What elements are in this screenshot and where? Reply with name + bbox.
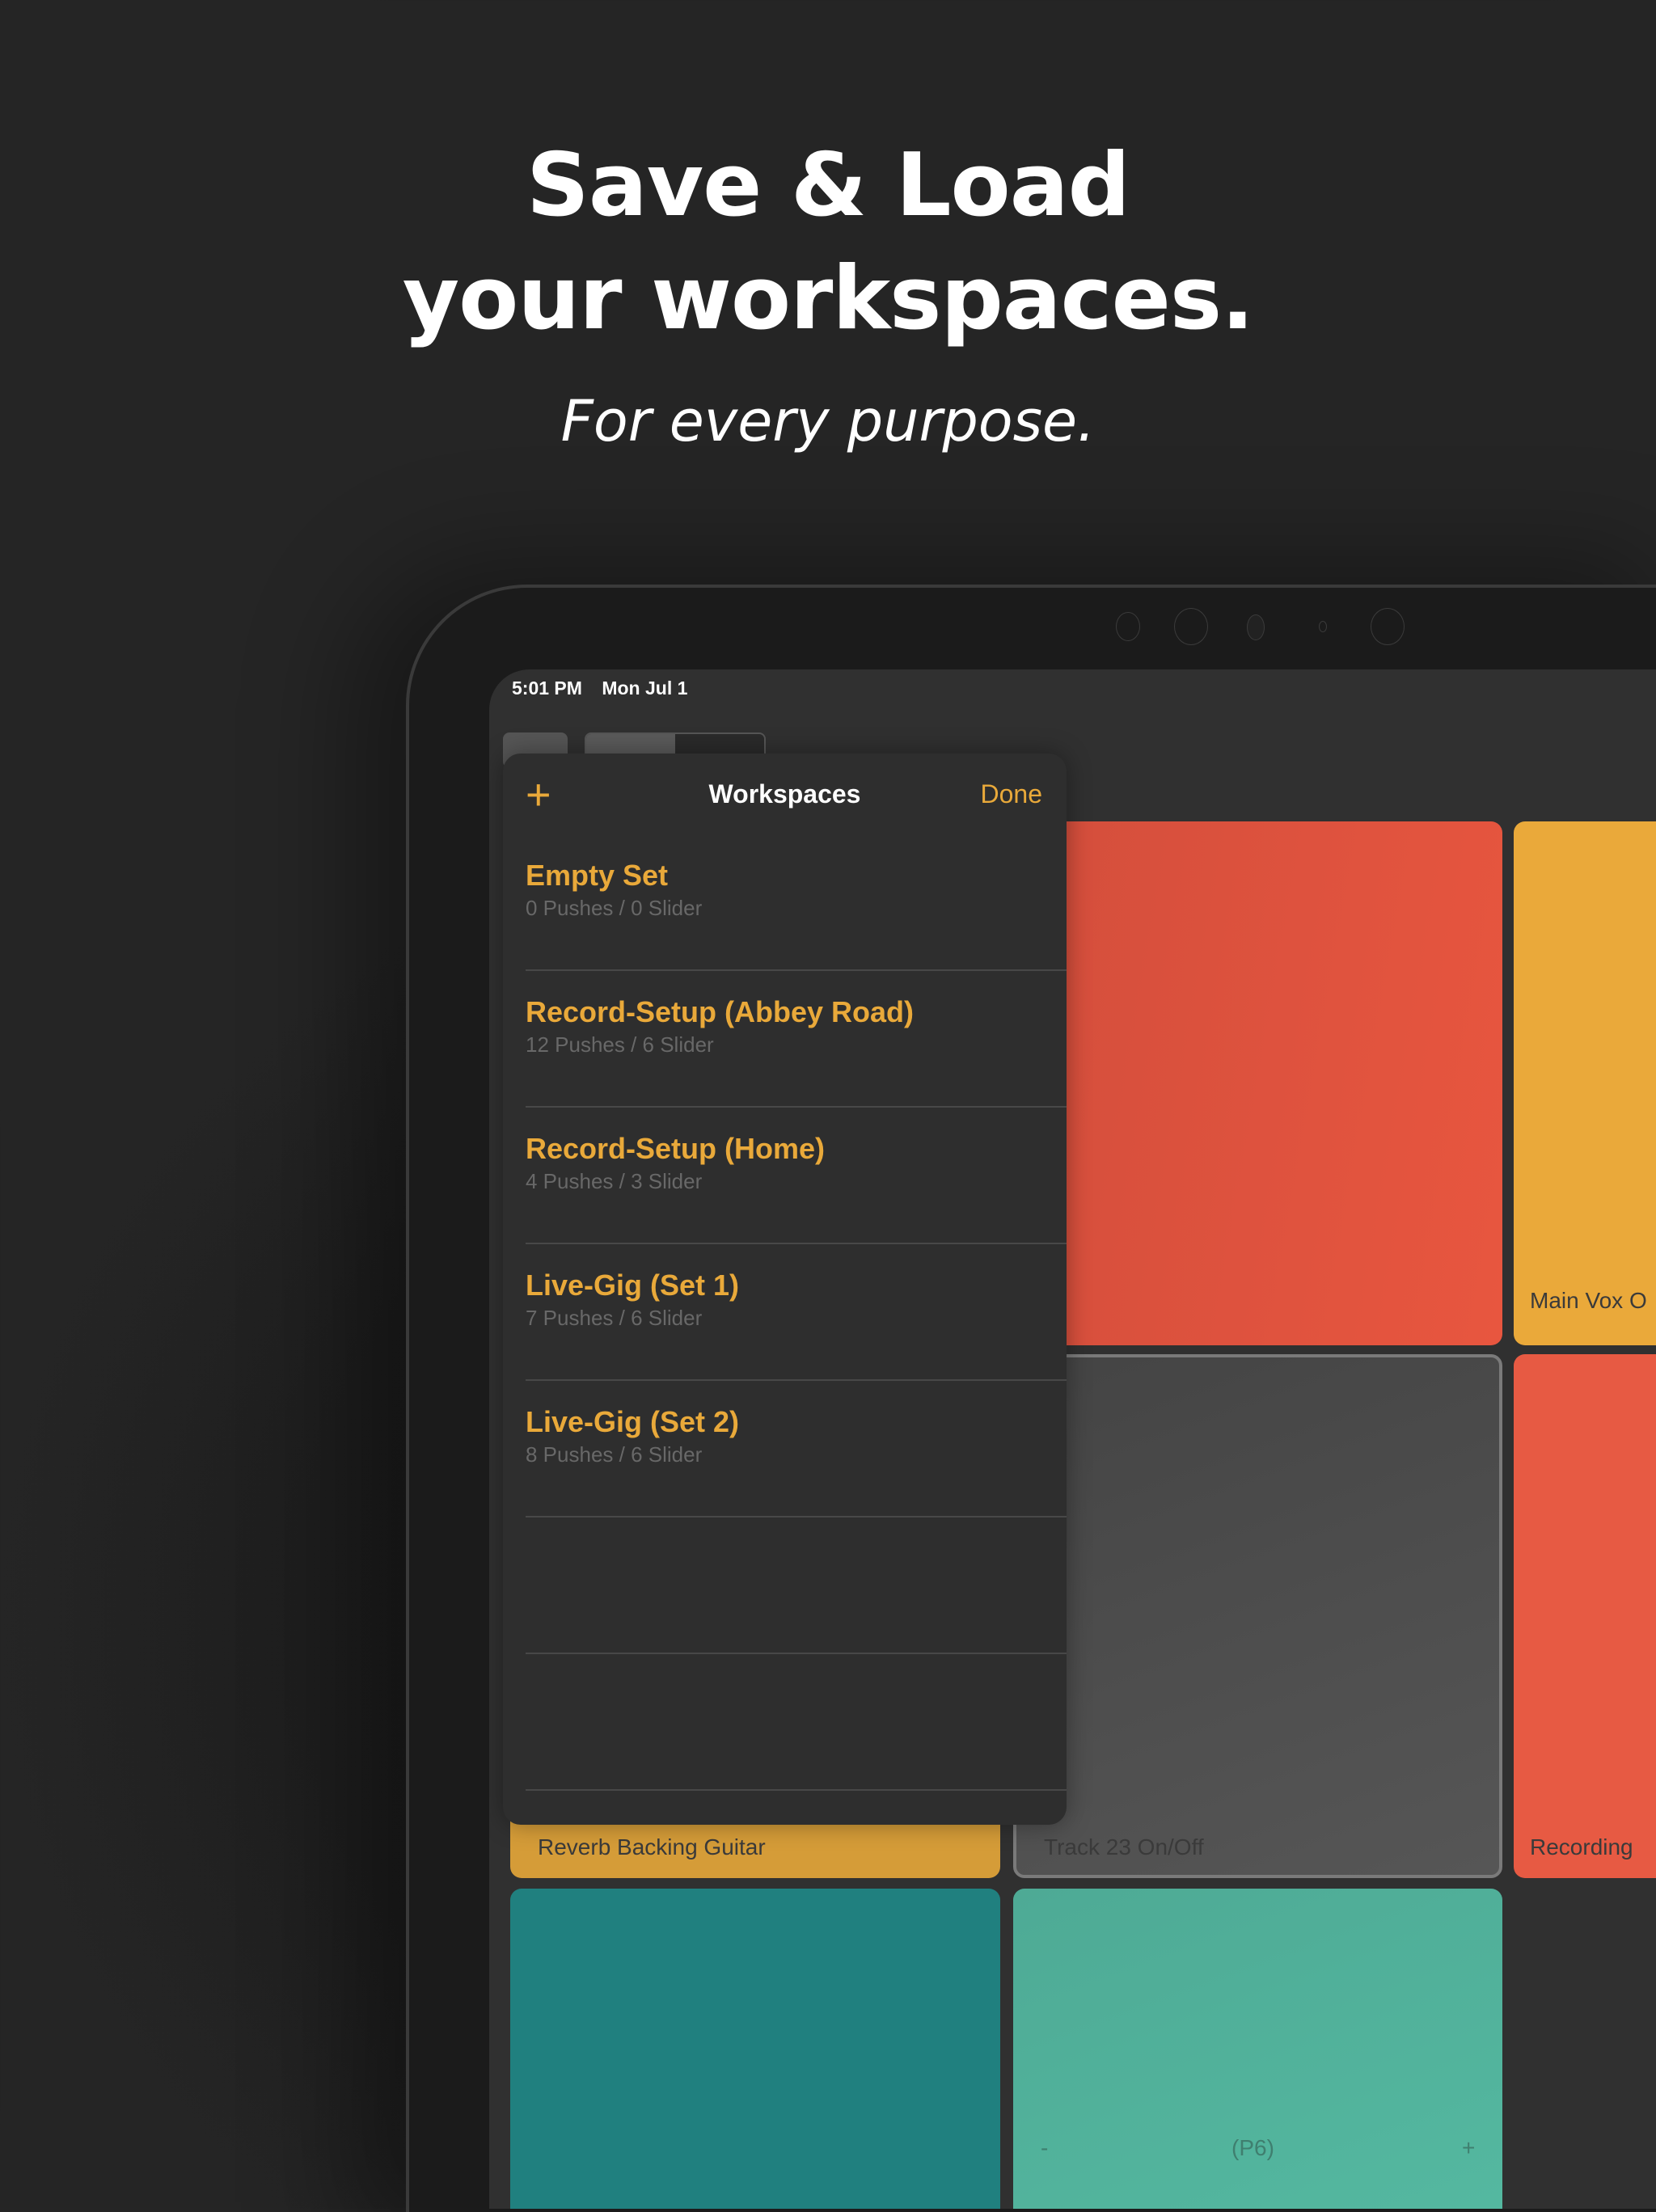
workspaces-popover: + Workspaces Done Empty Set 0 Pushes / 0…	[503, 754, 1067, 1825]
hero-title: Save & Load your workspaces.	[0, 129, 1656, 356]
app-screen: 5:01 PM Mon Jul 1 C 9 Main Vox O Reverb …	[489, 669, 1656, 2209]
pad-cc9-visible[interactable]: C 9	[1013, 821, 1502, 1345]
sensor-icon	[1371, 608, 1405, 645]
hero-subtitle: For every purpose.	[560, 388, 1096, 454]
sensor-icon	[1116, 612, 1140, 641]
workspace-name: Record-Setup (Abbey Road)	[526, 995, 915, 1028]
pad-label: (P6)	[1231, 2135, 1274, 2160]
popover-header: + Workspaces Done	[503, 754, 1067, 834]
workspace-name: Empty Set	[526, 859, 669, 892]
workspace-item[interactable]: Live-Gig (Set 1) 7 Pushes / 6 Slider	[526, 1243, 1067, 1381]
workspace-item[interactable]: Empty Set 0 Pushes / 0 Slider	[526, 833, 1067, 971]
workspace-name: Live-Gig (Set 2)	[526, 1405, 740, 1438]
pad-label: Reverb Backing Guitar	[538, 1834, 766, 1860]
workspace-detail: 7 Pushes / 6 Slider	[526, 1306, 703, 1330]
empty-row	[526, 1516, 1067, 1654]
status-time: 5:01 PM	[512, 678, 582, 699]
workspace-detail: 4 Pushes / 3 Slider	[526, 1169, 703, 1193]
sensor-icon	[1174, 608, 1208, 645]
workspace-item[interactable]: Record-Setup (Home) 4 Pushes / 3 Slider	[526, 1106, 1067, 1244]
workspace-item[interactable]: Live-Gig (Set 2) 8 Pushes / 6 Slider	[526, 1379, 1067, 1518]
status-date: Mon Jul 1	[602, 678, 688, 699]
popover-title: Workspaces	[708, 779, 861, 808]
done-button[interactable]: Done	[980, 779, 1043, 808]
empty-row	[526, 1653, 1067, 1791]
status-bar: 5:01 PM Mon Jul 1	[512, 678, 702, 699]
pad-main-vox[interactable]: Main Vox O	[1514, 821, 1656, 1345]
pad-track-23[interactable]: Track 23 On/Off	[1013, 1354, 1502, 1878]
camera-icon	[1247, 614, 1265, 640]
decrement-button[interactable]: -	[1041, 2135, 1049, 2160]
title-line-2: your workspaces.	[402, 248, 1254, 349]
sensor-icon	[1319, 621, 1327, 632]
pad-label: Recording	[1530, 1834, 1633, 1860]
workspace-detail: 8 Pushes / 6 Slider	[526, 1442, 703, 1467]
pad-p6-slider[interactable]: - (P6) +	[1013, 1889, 1502, 2209]
workspace-detail: 12 Pushes / 6 Slider	[526, 1032, 714, 1057]
increment-button[interactable]: +	[1462, 2135, 1476, 2160]
pad-label: Main Vox O	[1530, 1288, 1647, 1313]
pad-label: Track 23 On/Off	[1044, 1834, 1204, 1860]
workspace-detail: 0 Pushes / 0 Slider	[526, 896, 703, 920]
workspace-name: Record-Setup (Home)	[526, 1132, 826, 1165]
pad-teal[interactable]	[510, 1889, 1000, 2209]
plus-icon[interactable]: +	[526, 770, 551, 819]
workspace-name: Live-Gig (Set 1)	[526, 1269, 740, 1302]
title-line-1: Save & Load	[526, 135, 1130, 236]
pad-recording[interactable]: Recording	[1514, 1354, 1656, 1878]
workspace-item[interactable]: Record-Setup (Abbey Road) 12 Pushes / 6 …	[526, 969, 1067, 1108]
